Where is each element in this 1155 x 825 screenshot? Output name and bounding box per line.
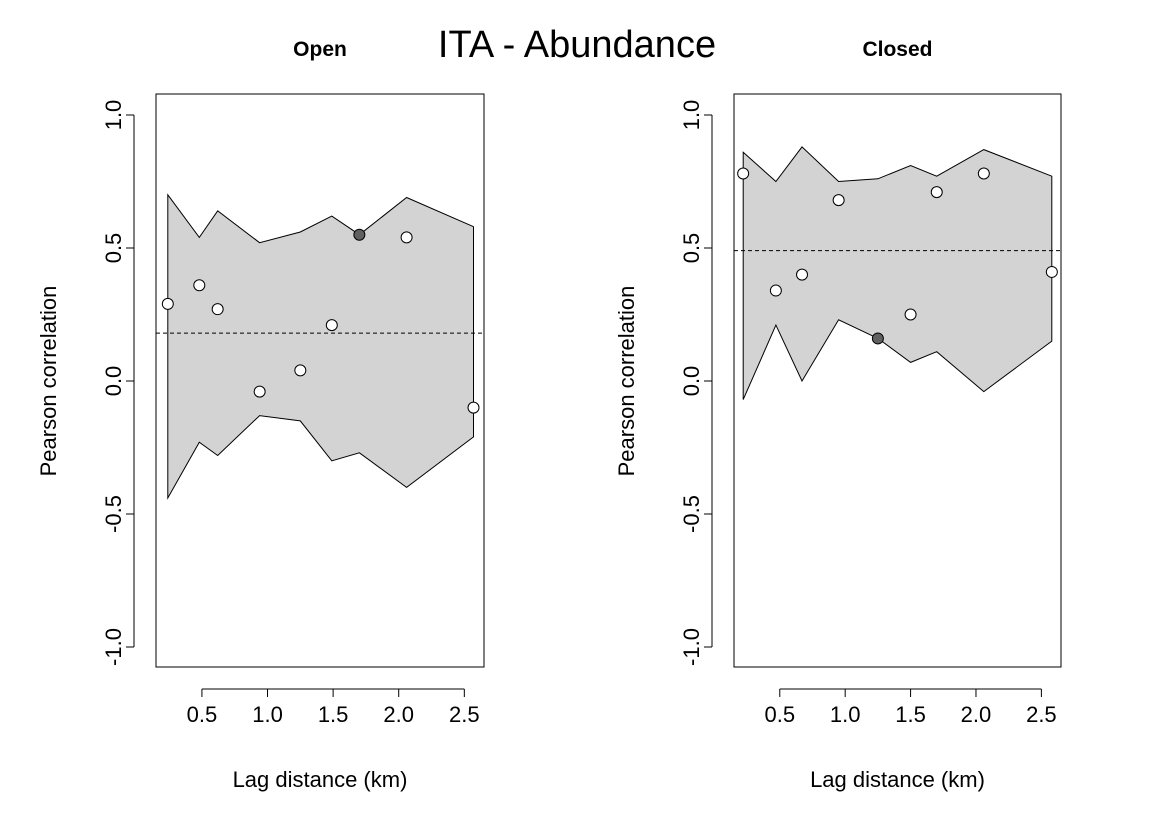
panel-open: 0.5 1.0 1.5 2.0 2.5 -1.0 -0.5 0.0 0.5 1.0 Open Lag … [36, 38, 485, 792]
data-point [769, 284, 782, 297]
x-tick-label: 2.5 [449, 702, 480, 727]
panel-title: Closed [862, 38, 932, 61]
data-point [161, 297, 174, 310]
data-point [325, 319, 338, 332]
y-tick-label: 0.0 [679, 366, 704, 397]
x-tick-label: 1.0 [830, 702, 861, 727]
figure-title: ITA - Abundance [438, 24, 716, 66]
y-axis-label: Pearson correlation [614, 286, 639, 477]
y-tick-label: 1.0 [101, 100, 126, 131]
data-point [211, 303, 224, 316]
data-point-significant [871, 332, 884, 345]
confidence-envelope [742, 146, 1053, 400]
data-point [930, 186, 943, 199]
x-tick-label: 0.5 [187, 702, 218, 727]
plot-frame [155, 93, 485, 668]
data-point [737, 167, 750, 180]
data-point [832, 194, 845, 207]
panel-closed: 0.5 1.0 1.5 2.0 2.5 -1.0 -0.5 0.0 0.5 1.0 Closed La… [614, 38, 1062, 792]
y-tick-label: -1.0 [679, 628, 704, 666]
y-tick-label: 1.0 [679, 100, 704, 131]
y-axis-label: Pearson correlation [36, 286, 61, 477]
x-tick-label: 1.5 [318, 702, 349, 727]
data-point [253, 385, 266, 398]
data-point [294, 364, 307, 377]
confidence-envelope [167, 193, 474, 500]
panel-title: Open [293, 38, 347, 61]
x-tick-label: 2.5 [1026, 702, 1057, 727]
x-axis-label: Lag distance (km) [810, 767, 985, 792]
y-tick-label: -0.5 [101, 495, 126, 533]
data-point [467, 401, 480, 414]
x-tick-label: 1.0 [252, 702, 283, 727]
y-tick-label: 0.5 [679, 233, 704, 264]
data-point [796, 268, 809, 281]
x-tick-label: 0.5 [764, 702, 795, 727]
y-tick-label: 0.0 [101, 366, 126, 397]
y-tick-label: -0.5 [679, 495, 704, 533]
data-point [193, 279, 206, 292]
data-point [977, 167, 990, 180]
x-tick-label: 2.0 [383, 702, 414, 727]
data-point-significant [353, 228, 366, 241]
plot-frame [733, 93, 1062, 668]
data-point [904, 308, 917, 321]
x-axis-label: Lag distance (km) [233, 767, 408, 792]
x-tick-label: 1.5 [895, 702, 926, 727]
data-point [400, 231, 413, 244]
x-tick-label: 2.0 [961, 702, 992, 727]
y-tick-label: 0.5 [101, 233, 126, 264]
data-point [1045, 265, 1058, 278]
y-tick-label: -1.0 [101, 628, 126, 666]
